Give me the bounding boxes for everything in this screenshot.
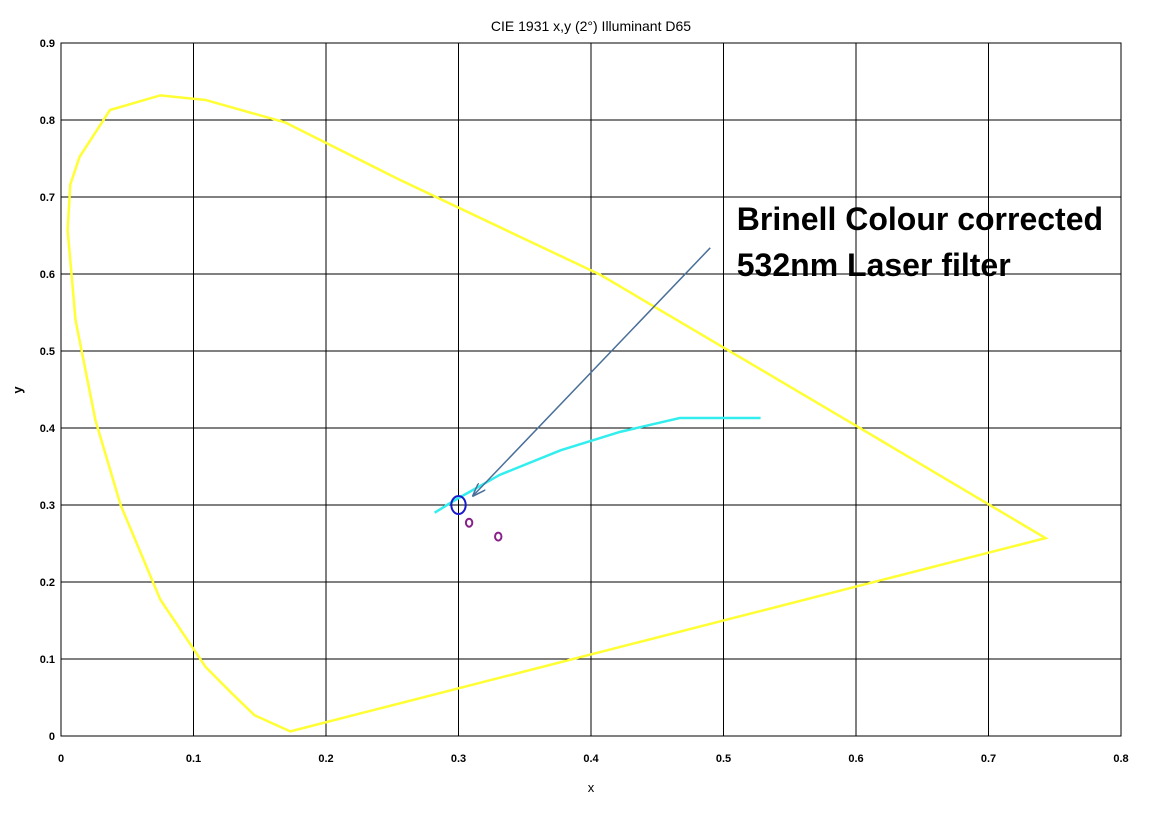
y-tick-label: 0.1 <box>40 654 55 666</box>
x-tick-label: 0.8 <box>1113 753 1128 765</box>
x-tick-label: 0.1 <box>186 753 201 765</box>
y-tick-label: 0.2 <box>40 577 55 589</box>
x-tick-label: 0.7 <box>981 753 996 765</box>
annotation-arrow <box>473 247 711 496</box>
y-tick-label: 0.3 <box>40 500 55 512</box>
x-tick-label: 0.3 <box>451 753 466 765</box>
y-tick-label: 0.8 <box>40 115 55 127</box>
x-tick-label: 0.4 <box>583 753 599 765</box>
locus-line <box>66 94 1049 733</box>
chart-title: CIE 1931 x,y (2°) Illuminant D65 <box>491 18 691 34</box>
marker <box>464 517 474 528</box>
locus-line <box>433 416 761 514</box>
marker <box>494 531 503 542</box>
y-tick-label: 0 <box>49 731 55 743</box>
y-tick-label: 0.7 <box>40 192 55 204</box>
annotation-text: Brinell Colour corrected <box>737 201 1103 237</box>
y-tick-label: 0.5 <box>40 346 55 358</box>
x-tick-label: 0 <box>58 753 64 765</box>
marker <box>450 495 467 515</box>
y-tick-label: 0.9 <box>40 38 55 50</box>
x-tick-label: 0.2 <box>318 753 333 765</box>
x-axis-label: x <box>588 780 595 795</box>
annotation-text: 532nm Laser filter <box>737 247 1011 283</box>
x-tick-label: 0.6 <box>848 753 863 765</box>
y-axis-label: y <box>10 386 25 394</box>
y-tick-label: 0.4 <box>40 423 56 435</box>
x-tick-label: 0.5 <box>716 753 731 765</box>
y-tick-label: 0.6 <box>40 269 55 281</box>
